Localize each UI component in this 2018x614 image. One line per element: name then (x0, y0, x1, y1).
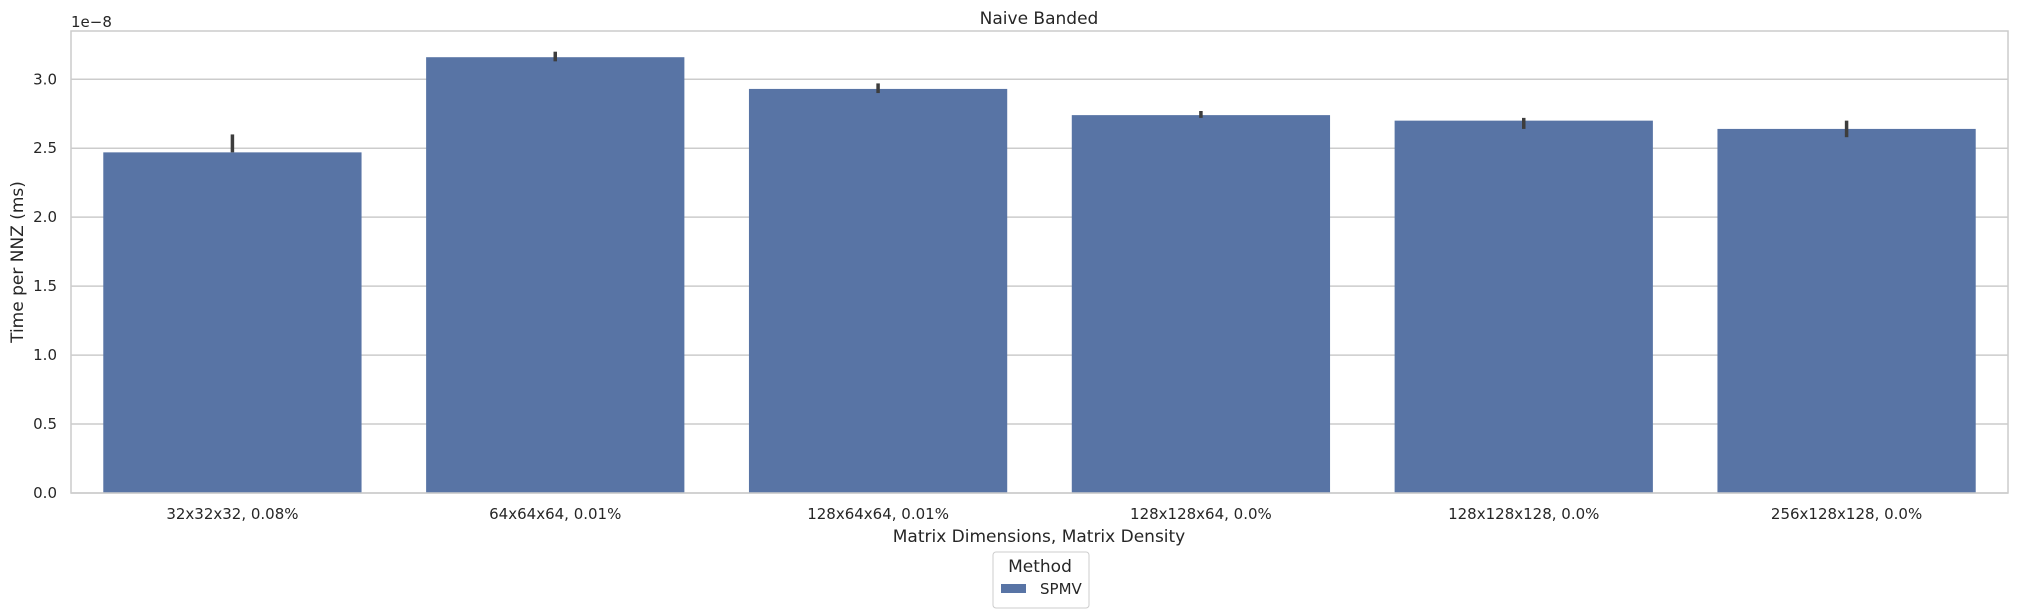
y-tick-label: 0.0 (33, 484, 57, 502)
bar-64x64x64-0-01 (426, 57, 685, 494)
bar-128x128x64-0-0 (1071, 115, 1331, 494)
legend: Method SPMV (992, 551, 1090, 609)
bars-group (103, 57, 1976, 494)
x-tick-labels: 32x32x32, 0.08% 64x64x64, 0.01% 128x64x64,… (166, 505, 1922, 523)
legend-entry-spmv: SPMV (1040, 580, 1083, 598)
bar-128x128x128-0-0 (1394, 120, 1653, 494)
chart-title: Naive Banded (980, 9, 1099, 29)
y-tick-label: 0.5 (33, 415, 57, 433)
y-offset-label: 1e−8 (71, 13, 112, 31)
error-bars-group (230, 51, 1849, 153)
y-tick-label: 2.5 (33, 139, 57, 157)
x-axis-label: Matrix Dimensions, Matrix Density (893, 527, 1186, 547)
legend-swatch-spmv (1001, 584, 1026, 593)
y-axis-label: Time per NNZ (ms) (8, 181, 28, 344)
legend-box (992, 551, 1090, 609)
plot-background (71, 31, 2008, 493)
bar-256x128x128-0-0 (1717, 128, 1976, 493)
x-tick-label: 256x128x128, 0.0% (1771, 505, 1922, 523)
legend-title: Method (1008, 557, 1072, 577)
plot-frame (70, 30, 2009, 494)
y-tick-label: 1.5 (33, 277, 57, 295)
bar-32x32x32-0-08 (103, 152, 362, 493)
x-tick-label: 128x64x64, 0.01% (807, 505, 949, 523)
y-tick-label: 2.0 (33, 208, 57, 226)
x-tick-label: 64x64x64, 0.01% (489, 505, 621, 523)
bar-128x64x64-0-01 (748, 88, 1008, 493)
y-tick-label: 3.0 (33, 70, 57, 88)
x-tick-label: 128x128x64, 0.0% (1130, 505, 1272, 523)
y-tick-label: 1.0 (33, 346, 57, 364)
x-tick-label: 32x32x32, 0.08% (166, 505, 298, 523)
x-tick-label: 128x128x128, 0.0% (1448, 505, 1599, 523)
y-tick-labels: 0.0 0.5 1.0 1.5 2.0 2.5 3.0 (33, 70, 57, 502)
